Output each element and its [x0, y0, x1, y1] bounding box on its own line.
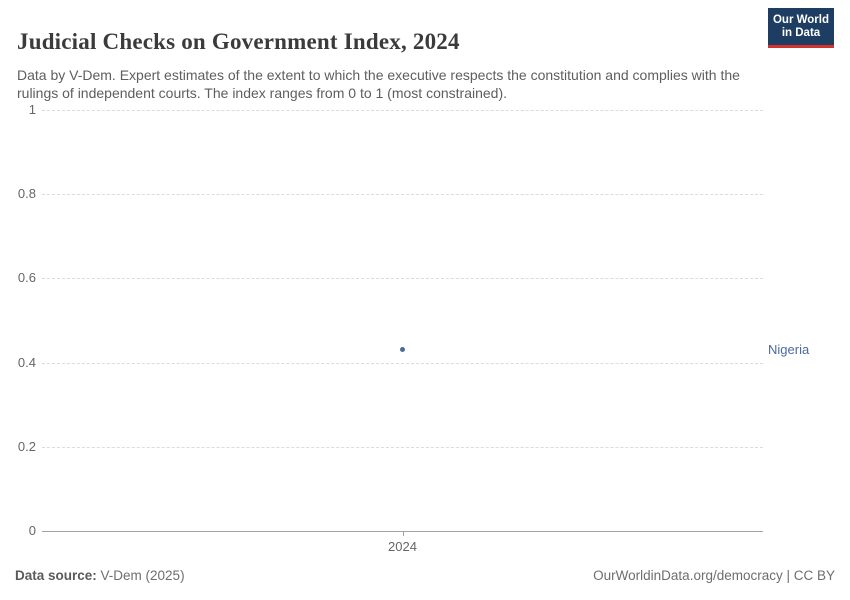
gridline	[42, 110, 763, 111]
chart-title: Judicial Checks on Government Index, 202…	[17, 29, 460, 55]
entity-label-nigeria[interactable]: Nigeria	[768, 341, 810, 357]
x-axis-tick-label: 2024	[388, 539, 417, 554]
owid-logo[interactable]: Our World in Data	[768, 8, 834, 48]
gridline	[42, 446, 763, 448]
x-axis-line	[42, 531, 763, 532]
y-axis-tick-label: 1	[28, 102, 36, 117]
y-axis-tick-label: 0.2	[17, 438, 36, 454]
y-axis-tick-label: 0.6	[17, 270, 36, 286]
owid-logo-line1: Our World	[772, 13, 829, 26]
gridline	[42, 362, 763, 364]
data-source-value: V-Dem (2025)	[96, 568, 185, 583]
data-point-nigeria[interactable]	[400, 347, 405, 353]
owid-logo-line2: in Data	[781, 26, 821, 39]
x-axis-tick-mark	[402, 531, 404, 536]
credit-link[interactable]: OurWorldinData.org/democracy | CC BY	[593, 568, 835, 583]
chart-footer: Data source: V-Dem (2025) OurWorldinData…	[15, 568, 835, 583]
data-source-note: Data source: V-Dem (2025)	[15, 568, 185, 583]
gridline	[42, 278, 763, 280]
y-axis-tick-label: 0	[28, 523, 36, 538]
gridline	[42, 194, 763, 196]
y-axis-tick-label: 0.4	[17, 354, 36, 370]
y-axis-tick-label: 0.8	[17, 186, 36, 202]
chart-subtitle: Data by V-Dem. Expert estimates of the e…	[17, 67, 740, 101]
data-source-label: Data source:	[15, 568, 97, 583]
